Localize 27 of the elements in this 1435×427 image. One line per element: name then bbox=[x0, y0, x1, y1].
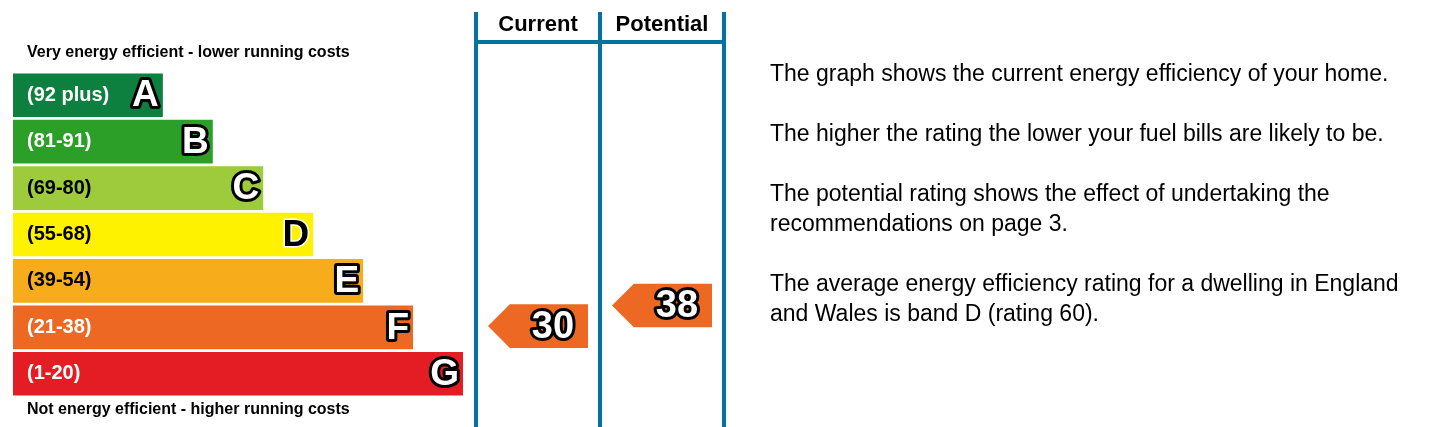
y-tick-label: C bbox=[232, 166, 260, 208]
text: 30 bbox=[531, 303, 575, 346]
y-tick-label: F bbox=[386, 305, 410, 347]
annotation: (1-20) bbox=[27, 361, 81, 384]
annotation: (69-80) bbox=[27, 175, 92, 198]
annotation: (92 plus) bbox=[27, 82, 110, 105]
y-tick-label: A bbox=[132, 73, 159, 115]
text: Current bbox=[498, 11, 579, 37]
bar bbox=[13, 351, 463, 396]
y-tick-label: D bbox=[282, 212, 310, 254]
annotation: (55-68) bbox=[27, 222, 92, 245]
annotation: (39-54) bbox=[27, 268, 92, 291]
text: The potential rating shows the effect of undertaking the recommendations on page 3. bbox=[770, 179, 1331, 238]
text: Potential bbox=[615, 11, 709, 37]
y-tick-label: E bbox=[334, 259, 360, 301]
annotation: (81-91) bbox=[27, 129, 92, 152]
annotation: (21-38) bbox=[27, 314, 92, 337]
x-axis-title: Not energy efficient - higher running costs bbox=[27, 400, 350, 418]
chart-title: Very energy efficient - lower running costs bbox=[27, 43, 350, 61]
bar bbox=[13, 259, 364, 303]
y-tick-label: G bbox=[430, 351, 459, 393]
text: The graph shows the current energy efficiency of your home. bbox=[770, 59, 1390, 88]
text: 38 bbox=[655, 283, 699, 326]
text: The average energy efficiency rating for a dwelling in England and Wales is band D (rating 60). bbox=[770, 269, 1400, 328]
bar bbox=[13, 305, 414, 350]
y-tick-label: B bbox=[182, 119, 209, 161]
text: The higher the rating the lower your fuel bills are likely to be. bbox=[770, 119, 1385, 148]
